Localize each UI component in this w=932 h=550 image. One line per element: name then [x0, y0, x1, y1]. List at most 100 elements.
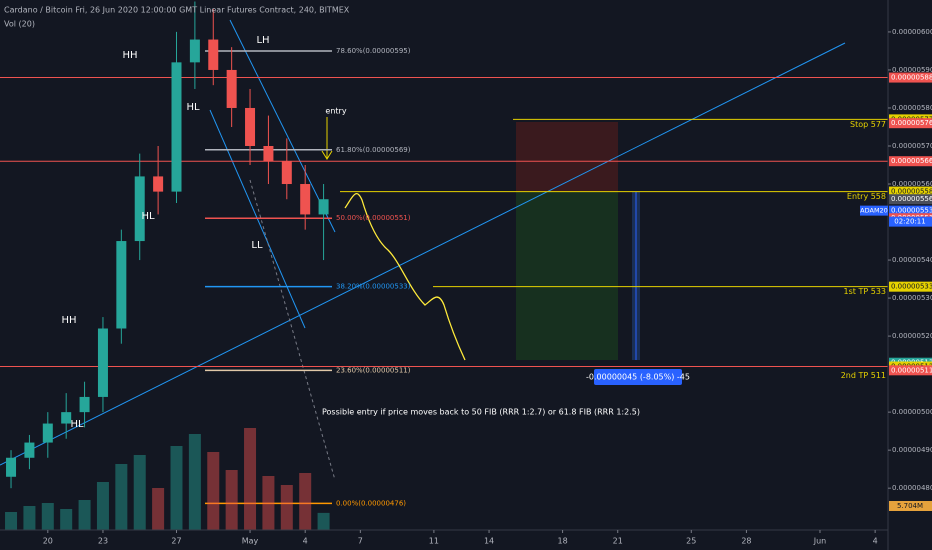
price-tag [889, 72, 932, 83]
volume-tag [889, 501, 932, 511]
volume-bar [262, 476, 275, 530]
x-tick-label: 20 [43, 537, 53, 546]
annotation: LH [256, 35, 269, 46]
candle-body [79, 396, 90, 413]
trend-line [0, 42, 846, 466]
candle-body [318, 199, 329, 215]
annotation: entry [325, 107, 346, 116]
measure-label: -0.00000045 (-8.05%) -45 [586, 373, 690, 382]
annotation: HL [70, 419, 84, 430]
x-tick-label: May [242, 537, 259, 546]
x-tick-label: 11 [429, 537, 439, 546]
volume-bar [78, 500, 91, 530]
volume-bar [170, 446, 183, 530]
y-tick-label: 0.00000540 [892, 256, 932, 264]
x-tick-label: 27 [171, 537, 181, 546]
trade-label: Stop 577 [850, 120, 886, 129]
volume-tag-label: 5.704M [897, 502, 923, 510]
reward-zone [516, 192, 618, 360]
candle-body [97, 328, 108, 397]
candle-body [171, 62, 182, 192]
trade-label: 1st TP 533 [844, 287, 886, 296]
entry-arrow-head [321, 150, 333, 160]
x-tick-label: 18 [557, 537, 567, 546]
volume-bar [41, 503, 54, 530]
volume-bar [115, 464, 128, 530]
x-tick-label: 25 [686, 537, 696, 546]
fib-label: 61.80%(0.00000569) [336, 146, 411, 154]
price-tag [889, 156, 932, 167]
y-tick-label: 0.00000490 [892, 446, 932, 454]
y-tick-label: 0.00000480 [892, 484, 932, 492]
y-tick-label: 0.00000500 [892, 408, 932, 416]
candle-body [189, 39, 200, 63]
annotation: HH [122, 50, 137, 61]
x-tick-label: 14 [484, 537, 494, 546]
trade-label: 2nd TP 511 [841, 371, 886, 380]
price-tag [889, 118, 932, 129]
candle-body [263, 145, 274, 162]
volume-bar [188, 434, 201, 530]
y-tick-label: 0.00000530 [892, 294, 932, 302]
price-tag-label: 0.00000576 [891, 119, 932, 127]
annotation: Possible entry if price moves back to 50… [322, 408, 640, 417]
candle-body [61, 412, 72, 424]
price-tag [889, 205, 932, 216]
countdown: 02:20:11 [894, 218, 925, 226]
candle-body [153, 176, 164, 192]
volume-bar [244, 428, 257, 530]
price-tag-label: 0.00000588 [891, 74, 932, 82]
countdown-tag [889, 216, 932, 227]
x-tick-label: 4 [873, 537, 878, 546]
price-tag [889, 365, 932, 376]
volume-bar [5, 512, 18, 530]
plot-area: -0.00000045 (-8.05%) -45 78.60%(0.000005… [0, 1, 888, 530]
price-tag [889, 194, 932, 205]
trade-label: Entry 558 [847, 192, 886, 201]
candle-body [245, 107, 256, 146]
channel-line [229, 19, 336, 233]
candle-body [42, 423, 53, 443]
risk-zone [516, 122, 618, 192]
dashed-line [249, 179, 336, 481]
annotation: HL [186, 102, 200, 113]
price-tag-label: 0.00000553 [891, 207, 932, 215]
price-tag-label: 0.00000556 [891, 195, 932, 203]
chart-title: Cardano / Bitcoin Fri, 26 Jun 2020 12:00… [4, 6, 350, 15]
candle-body [281, 161, 292, 185]
fib-label: 50.00%(0.00000551) [336, 214, 411, 222]
price-tag-label: 0.00000511 [891, 366, 932, 374]
price-tag-label: 0.00000558 [891, 188, 932, 196]
volume-title: Vol (20) [4, 20, 35, 29]
volume-bar [225, 470, 238, 530]
candle-body [226, 69, 237, 108]
x-tick-label: 28 [741, 537, 751, 546]
annotation: HH [61, 315, 76, 326]
fib-label: 0.00%(0.00000476) [336, 499, 406, 507]
x-tick-label: 21 [613, 537, 623, 546]
projection-path [344, 193, 466, 361]
candle-body [6, 457, 17, 477]
x-tick-label: 7 [358, 537, 363, 546]
volume-bar [299, 473, 312, 530]
volume-bar [207, 452, 220, 530]
candle-body [116, 241, 127, 329]
candle-body [208, 39, 219, 70]
volume-bar [133, 455, 146, 530]
fib-label: 78.60%(0.00000595) [336, 47, 411, 55]
fib-label: 23.60%(0.00000511) [336, 366, 411, 374]
price-tag-label: 0.00000533 [891, 283, 932, 291]
x-tick-label: Jun [813, 537, 827, 546]
x-tick-label: 23 [98, 537, 108, 546]
candle-body [300, 184, 311, 215]
price-axis [888, 0, 932, 550]
price-tag [889, 186, 932, 197]
x-tick-label: 4 [303, 537, 308, 546]
candle-body [134, 176, 145, 242]
symbol-tag [860, 205, 888, 216]
fib-label: 38.20%(0.00000533) [336, 283, 411, 291]
y-tick-label: 0.00000580 [892, 104, 932, 112]
y-tick-label: 0.00000600 [892, 28, 932, 36]
